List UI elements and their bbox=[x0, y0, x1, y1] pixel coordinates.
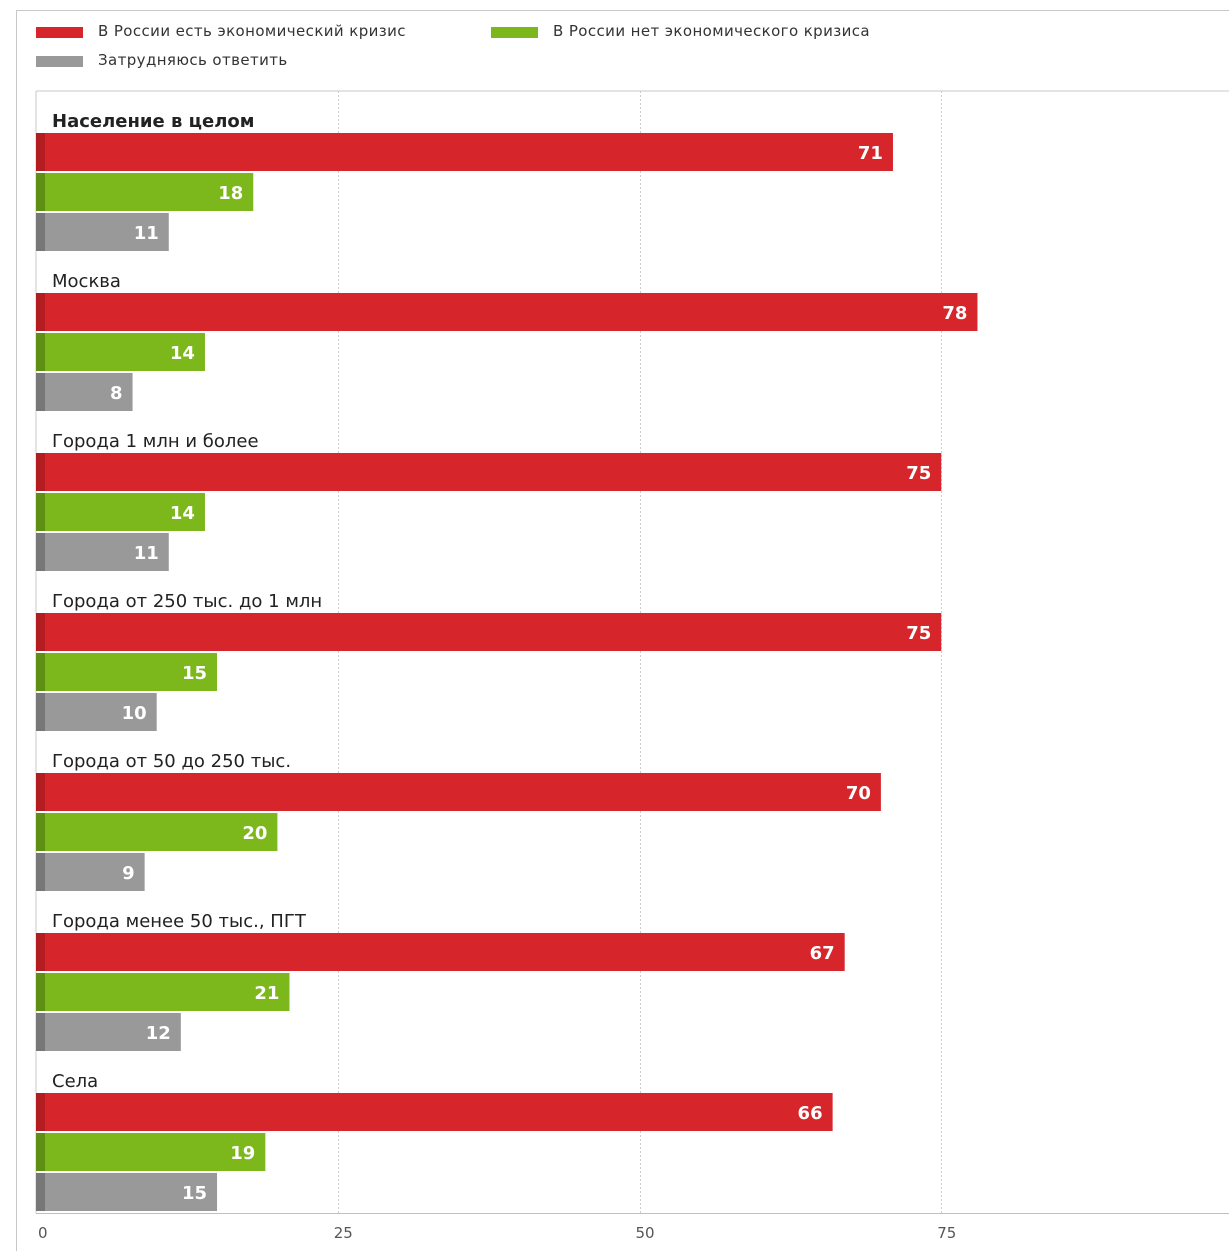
legend-label-hard-to-say: Затрудняюсь ответить bbox=[98, 51, 288, 69]
x-tick-label: 25 bbox=[334, 1224, 353, 1242]
bar-value-label: 21 bbox=[254, 983, 279, 1004]
bar-edge bbox=[36, 173, 45, 211]
bar-value-label: 15 bbox=[182, 1183, 207, 1204]
bar-value-label: 9 bbox=[122, 863, 135, 884]
bar bbox=[36, 1173, 218, 1211]
bar-edge bbox=[36, 613, 45, 651]
x-tick-label: 75 bbox=[937, 1224, 956, 1242]
bar-edge bbox=[36, 493, 45, 531]
bar-edge bbox=[36, 813, 45, 851]
bar-value-label: 14 bbox=[170, 503, 195, 524]
bar bbox=[36, 293, 978, 331]
category-label: Москва bbox=[52, 271, 121, 292]
bar-edge bbox=[36, 653, 45, 691]
bar-value-label: 78 bbox=[942, 303, 967, 324]
category-label: Села bbox=[52, 1071, 98, 1092]
bar-edge bbox=[36, 1013, 45, 1051]
bar-value-label: 12 bbox=[146, 1023, 171, 1044]
bar-value-label: 75 bbox=[906, 463, 931, 484]
chart-frame: В России есть экономический кризис В Рос… bbox=[16, 10, 1229, 1251]
x-tick-label: 0 bbox=[38, 1224, 48, 1242]
bar bbox=[36, 613, 942, 651]
bar bbox=[36, 1013, 181, 1051]
bar-value-label: 11 bbox=[134, 223, 159, 244]
legend-label-crisis: В России есть экономический кризис bbox=[98, 22, 406, 40]
bar-value-label: 20 bbox=[242, 823, 267, 844]
bar-value-label: 10 bbox=[122, 703, 147, 724]
bar-value-label: 67 bbox=[810, 943, 835, 964]
bar bbox=[36, 133, 893, 171]
bar bbox=[36, 773, 881, 811]
bar bbox=[36, 533, 169, 571]
bar bbox=[36, 453, 942, 491]
bar-value-label: 66 bbox=[798, 1103, 823, 1124]
category-label: Города от 50 до 250 тыс. bbox=[52, 751, 291, 772]
bar bbox=[36, 173, 254, 211]
category-label: Города менее 50 тыс., ПГТ bbox=[52, 911, 307, 932]
legend-swatch-crisis bbox=[36, 27, 83, 38]
bar bbox=[36, 333, 205, 371]
bar bbox=[36, 1133, 266, 1171]
bar-value-label: 14 bbox=[170, 343, 195, 364]
category-label: Города 1 млн и более bbox=[52, 431, 259, 452]
category-label: Население в целом bbox=[52, 111, 254, 132]
bar-edge bbox=[36, 853, 45, 891]
bar-edge bbox=[36, 1173, 45, 1211]
bar-value-label: 19 bbox=[230, 1143, 255, 1164]
bar-edge bbox=[36, 533, 45, 571]
bar-value-label: 11 bbox=[134, 543, 159, 564]
bar bbox=[36, 933, 845, 971]
bar bbox=[36, 493, 205, 531]
bar bbox=[36, 1093, 833, 1131]
bar-edge bbox=[36, 213, 45, 251]
bar-edge bbox=[36, 373, 45, 411]
bar-value-label: 75 bbox=[906, 623, 931, 644]
bar bbox=[36, 373, 133, 411]
bar-edge bbox=[36, 1093, 45, 1131]
bar-edge bbox=[36, 973, 45, 1011]
bar bbox=[36, 853, 145, 891]
bar-value-label: 15 bbox=[182, 663, 207, 684]
bar bbox=[36, 973, 290, 1011]
x-tick-label: 50 bbox=[636, 1224, 655, 1242]
legend-swatch-hard-to-say bbox=[36, 56, 83, 67]
category-label: Города от 250 тыс. до 1 млн bbox=[52, 591, 322, 612]
legend: В России есть экономический кризис В Рос… bbox=[17, 11, 1229, 91]
bar bbox=[36, 813, 278, 851]
bar-edge bbox=[36, 453, 45, 491]
bar-edge bbox=[36, 773, 45, 811]
bar-edge bbox=[36, 333, 45, 371]
bar bbox=[36, 213, 169, 251]
bar-edge bbox=[36, 693, 45, 731]
bar-chart: 0255075100Население в целом711811Москва7… bbox=[35, 90, 1229, 1242]
legend-swatch-no-crisis bbox=[491, 27, 538, 38]
bar-value-label: 18 bbox=[218, 183, 243, 204]
bar-edge bbox=[36, 133, 45, 171]
bar bbox=[36, 693, 157, 731]
bar-edge bbox=[36, 933, 45, 971]
bar-value-label: 71 bbox=[858, 143, 883, 164]
bar-edge bbox=[36, 293, 45, 331]
legend-label-no-crisis: В России нет экономического кризиса bbox=[553, 22, 870, 40]
bar bbox=[36, 653, 218, 691]
bar-value-label: 8 bbox=[110, 383, 123, 404]
bar-value-label: 70 bbox=[846, 783, 871, 804]
bar-edge bbox=[36, 1133, 45, 1171]
